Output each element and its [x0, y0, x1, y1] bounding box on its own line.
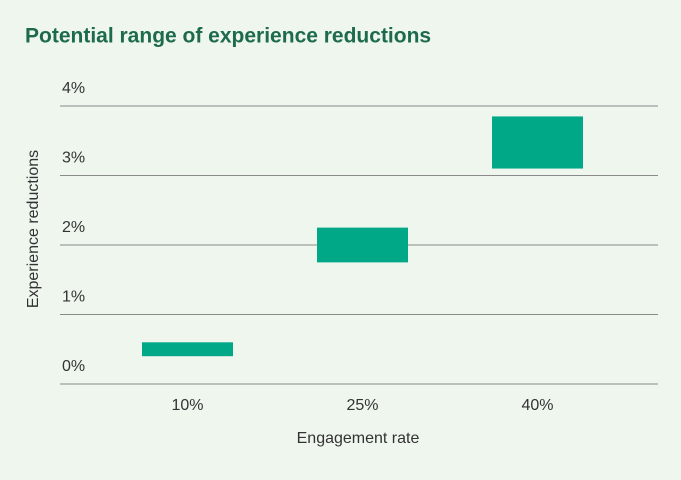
- y-tick-label: 0%: [62, 358, 85, 375]
- x-tick-label: 10%: [171, 397, 203, 414]
- chart-title: Potential range of experience reductions: [25, 25, 431, 48]
- x-tick-label: 40%: [521, 397, 553, 414]
- bar: [492, 116, 583, 169]
- x-tick-label: 25%: [346, 397, 378, 414]
- y-tick-label: 3%: [62, 150, 85, 167]
- y-axis-label: Experience reductions: [25, 150, 42, 308]
- y-tick-label: 4%: [62, 80, 85, 97]
- bar: [142, 342, 233, 357]
- y-tick-label: 1%: [62, 289, 85, 306]
- x-axis-label: Engagement rate: [297, 430, 420, 447]
- bar: [317, 227, 408, 263]
- y-tick-label: 2%: [62, 219, 85, 236]
